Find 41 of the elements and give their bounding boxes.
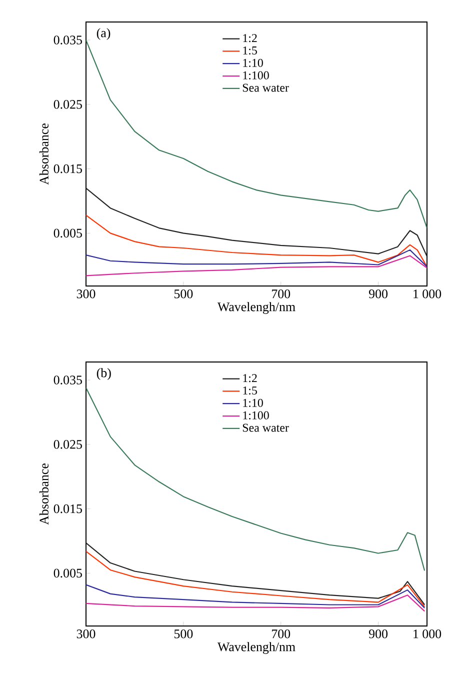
x-tick-label: 1 000 xyxy=(414,630,442,638)
legend-label: 1:2 xyxy=(243,34,257,42)
x-tick-label: 500 xyxy=(174,290,193,298)
legend-label: 1:100 xyxy=(243,411,269,420)
y-tick-label: 0.015 xyxy=(54,164,82,174)
y-tick-label: 0.025 xyxy=(54,100,82,109)
x-tick-label: 900 xyxy=(369,630,388,638)
legend-label: 1:5 xyxy=(243,46,257,55)
y-axis-title: Absorbance xyxy=(39,124,48,185)
y-tick-label: 0.035 xyxy=(54,376,82,384)
legend-label: 1:100 xyxy=(243,71,269,80)
annotation: (a) xyxy=(96,28,110,40)
y-tick-label: 0.005 xyxy=(54,228,82,238)
line-series xyxy=(86,188,428,257)
x-tick-label: 500 xyxy=(174,630,193,638)
x-tick-label: 900 xyxy=(369,290,388,298)
x-tick-label: 1 000 xyxy=(414,290,442,298)
annotation: (b) xyxy=(96,368,111,380)
legend-label: Sea water xyxy=(242,84,289,92)
x-tick-label: 700 xyxy=(272,290,290,298)
legend-label: 1:2 xyxy=(243,374,257,382)
line-series xyxy=(86,584,426,609)
x-tick-label: 300 xyxy=(76,290,96,298)
x-axis-title: Wavelengh/nm xyxy=(217,302,296,314)
legend-label: 1:10 xyxy=(243,58,263,67)
legend-label: Sea water xyxy=(242,424,289,432)
y-tick-label: 0.025 xyxy=(54,440,82,449)
y-axis-title: Absorbance xyxy=(39,464,48,525)
line-series xyxy=(86,550,426,608)
y-tick-label: 0.035 xyxy=(54,36,82,44)
y-tick-label: 0.015 xyxy=(54,504,82,514)
legend-label: 1:10 xyxy=(243,398,263,407)
y-tick-label: 0.005 xyxy=(54,568,82,578)
x-axis-title: Wavelengh/nm xyxy=(217,642,296,654)
legend-label: 1:5 xyxy=(243,386,257,395)
line-series xyxy=(86,255,428,276)
line-series xyxy=(86,249,428,268)
x-tick-label: 700 xyxy=(272,630,290,638)
x-tick-label: 300 xyxy=(76,630,96,638)
line-series xyxy=(86,214,428,268)
line-series xyxy=(86,387,426,572)
